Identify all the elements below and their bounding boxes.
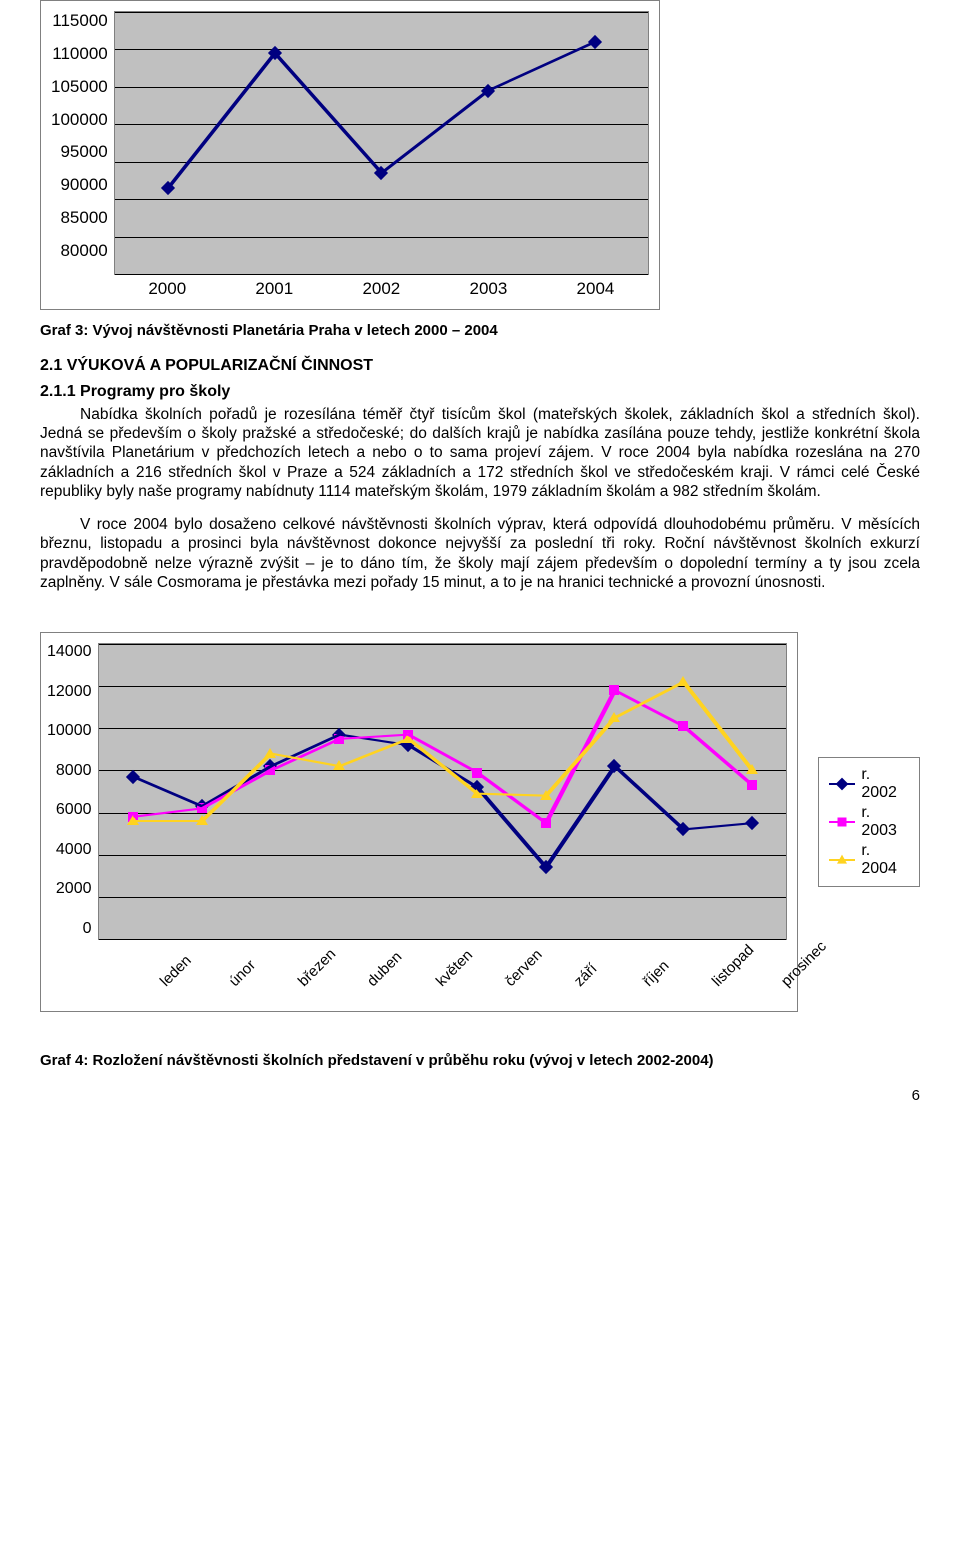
chart2-marker [127,815,139,825]
chart1-y-axis: 115000 110000 105000 100000 95000 90000 85000 8… [51,11,114,261]
chart1-marker [268,46,282,60]
chart2-marker [265,765,275,775]
chart2-y-tick: 4000 [56,841,92,859]
chart1-y-tick: 105000 [51,77,108,97]
chart1-y-tick: 95000 [60,142,107,162]
chart2-marker [197,803,207,813]
chart2-marker [608,712,620,722]
chart2-marker [472,768,482,778]
chart2-marker [609,685,619,695]
chart2-container: 14000 12000 10000 8000 6000 4000 2000 0 ledenún… [40,632,798,1012]
chart2-marker [126,770,140,784]
chart1-marker [161,181,175,195]
chart1-y-tick: 80000 [60,241,107,261]
paragraph-1-text: Nabídka školních pořadů je rozesílána té… [40,406,920,500]
chart2-x-tick: březen [268,944,314,990]
chart2-y-axis: 14000 12000 10000 8000 6000 4000 2000 0 [47,643,98,938]
chart1-marker [481,84,495,98]
chart2-marker [678,721,688,731]
chart2-marker [677,676,689,686]
chart2-marker [334,734,344,744]
chart1-y-tick: 100000 [51,110,108,130]
legend-label: r. 2004 [861,842,909,878]
paragraph-2-text: V roce 2004 bylo dosaženo celkové návště… [40,516,920,591]
chart2-marker [539,860,553,874]
chart1-marker [374,166,388,180]
legend-item: r. 2004 [829,842,909,878]
chart2-marker [746,764,758,774]
chart2-x-tick: červen [475,944,521,990]
chart2-plot-area [98,643,788,940]
chart1-x-axis: 2000 2001 2002 2003 2004 [114,275,649,299]
chart1-x-tick: 2004 [577,279,615,299]
chart2-y-tick: 14000 [47,643,92,661]
chart2-wrapper: 14000 12000 10000 8000 6000 4000 2000 0 ledenún… [40,632,920,1012]
page-number: 6 [40,1087,920,1104]
chart2-marker [471,788,483,798]
chart2-legend: r. 2002r. 2003r. 2004 [818,757,920,887]
section-heading: 2.1 VÝUKOVÁ A POPULARIZAČNÍ ČINNOST [40,357,920,375]
legend-label: r. 2002 [861,766,909,802]
legend-item: r. 2002 [829,766,909,802]
chart2-marker [540,790,552,800]
paragraph-1: Nabídka školních pořadů je rozesílána té… [40,405,920,501]
chart2-marker [264,748,276,758]
chart2-x-axis: leden únor březen duben květen červen září říje… [98,940,788,999]
chart2-x-tick: květen [406,944,452,990]
chart2-x-tick: září [544,944,590,990]
chart1-x-tick: 2002 [362,279,400,299]
chart1-x-tick: 2001 [255,279,293,299]
paragraph-2: V roce 2004 bylo dosaženo celkové návště… [40,515,920,592]
chart1-y-tick: 85000 [60,208,107,228]
chart2-y-tick: 6000 [56,801,92,819]
legend-label: r. 2003 [861,804,909,840]
chart2-y-tick: 12000 [47,683,92,701]
chart1-y-tick: 110000 [52,44,107,64]
chart1-y-tick: 90000 [60,175,107,195]
chart2-y-tick: 10000 [47,722,92,740]
chart1-container: 115000 110000 105000 100000 95000 90000 85000 8… [40,0,660,310]
chart2-y-tick: 2000 [56,880,92,898]
chart2-marker [333,760,345,770]
chart1-plot-area [114,11,649,275]
chart2-x-tick: leden [130,944,176,990]
chart2-x-tick: únor [199,944,245,990]
chart2-x-tick: listopad [682,944,728,990]
legend-item: r. 2003 [829,804,909,840]
chart2-caption: Graf 4: Rozložení návštěvnosti školních … [40,1052,920,1069]
chart2-x-tick: říjen [613,944,659,990]
chart2-x-tick: duben [337,944,383,990]
chart1-caption: Graf 3: Vývoj návštěvnosti Planetária Pr… [40,322,920,339]
chart2-marker [196,815,208,825]
chart1-y-tick: 115000 [52,11,107,31]
sub-heading: 2.1.1 Programy pro školy [40,383,920,401]
chart2-y-tick: 0 [83,920,92,938]
chart1-marker [588,35,602,49]
chart1-x-tick: 2000 [148,279,186,299]
chart2-y-tick: 8000 [56,762,92,780]
chart2-marker [541,818,551,828]
chart2-marker [747,780,757,790]
chart2-marker [676,822,690,836]
chart1-x-tick: 2003 [469,279,507,299]
chart2-marker [745,816,759,830]
chart2-x-tick: prosinec [751,944,797,990]
chart2-marker [402,733,414,743]
